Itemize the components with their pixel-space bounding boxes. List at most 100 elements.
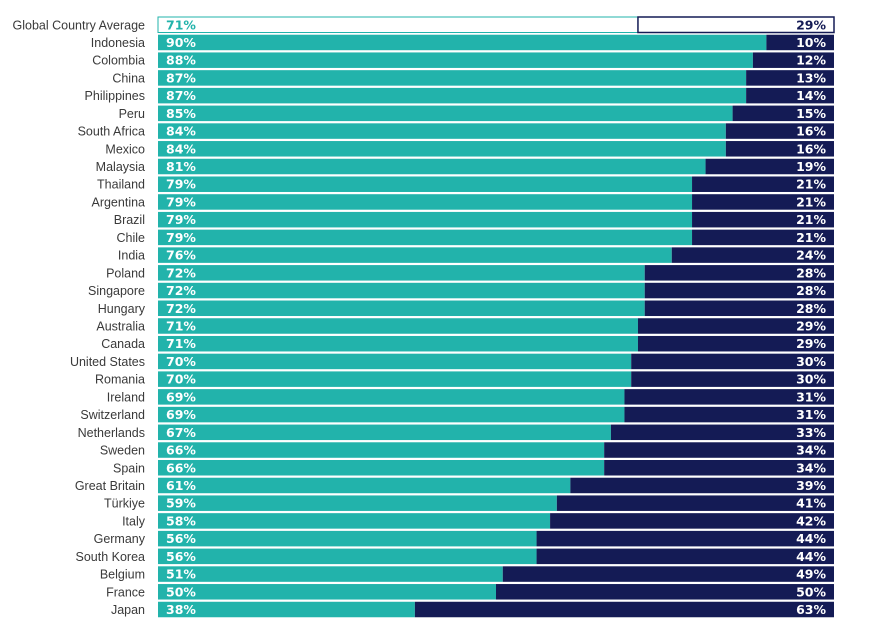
category-label: France [106, 585, 145, 599]
bar-segment-second [705, 158, 834, 175]
data-label-first: 90% [166, 35, 196, 50]
bar-segment-second [556, 495, 834, 511]
data-label-first: 69% [166, 407, 196, 422]
category-label: Argentina [91, 195, 145, 209]
data-label-second: 41% [796, 496, 826, 511]
data-label-first: 59% [166, 496, 196, 511]
category-label: Mexico [105, 142, 145, 156]
bar-segment-first [158, 353, 632, 370]
data-label-first: 61% [166, 478, 196, 493]
bar-segment-first [158, 34, 767, 51]
bar-segment-second [414, 601, 834, 618]
data-label-second: 14% [796, 88, 826, 103]
data-label-second: 49% [796, 567, 826, 582]
data-label-second: 31% [796, 389, 826, 404]
data-label-first: 72% [166, 283, 196, 298]
bar-segment-second [725, 141, 834, 157]
data-label-second: 29% [796, 318, 826, 333]
bar-segment-first [158, 141, 726, 157]
category-label: Sweden [100, 444, 145, 458]
data-label-second: 29% [796, 336, 826, 351]
bar-segment-second [644, 282, 834, 299]
data-label-second: 28% [796, 283, 826, 298]
data-label-second: 21% [796, 230, 826, 245]
data-label-second: 39% [796, 478, 826, 493]
data-label-first: 56% [166, 549, 196, 564]
data-label-first: 87% [166, 88, 196, 103]
bar-segment-first [158, 247, 672, 263]
data-label-first: 85% [166, 106, 196, 121]
bar-segment-second [637, 16, 835, 34]
bar-segment-first [158, 158, 706, 175]
data-label-first: 88% [166, 53, 196, 68]
category-label: Spain [113, 461, 145, 475]
data-label-first: 69% [166, 389, 196, 404]
bar-segment-first [158, 530, 537, 547]
category-label: India [118, 249, 145, 263]
data-label-first: 71% [166, 336, 196, 351]
bar-segment-first [158, 442, 605, 458]
data-label-first: 81% [166, 159, 196, 174]
bar-segment-second [610, 424, 834, 441]
bar-segment-first [158, 194, 693, 210]
data-label-first: 87% [166, 70, 196, 85]
category-label: Netherlands [78, 426, 145, 440]
category-label: Philippines [85, 89, 145, 103]
data-label-second: 29% [796, 17, 826, 32]
data-label-first: 58% [166, 513, 196, 528]
data-label-second: 30% [796, 372, 826, 387]
bar-segment-first [158, 318, 638, 334]
bar-segment-first [158, 601, 415, 618]
bar-segment-first [157, 16, 639, 33]
category-label: Belgium [100, 568, 145, 582]
data-label-first: 79% [166, 194, 196, 209]
bar-segment-first [158, 371, 632, 387]
data-label-first: 71% [166, 17, 196, 32]
bar-segment-second [496, 584, 834, 600]
bar-segment-second [570, 477, 834, 494]
data-label-second: 21% [796, 194, 826, 209]
category-label: Singapore [88, 284, 145, 298]
category-label: Poland [106, 266, 145, 280]
bar-segment-first [158, 460, 605, 476]
category-label: Australia [96, 319, 145, 333]
category-label: Colombia [92, 54, 145, 68]
category-label: Japan [111, 603, 145, 617]
data-label-second: 21% [796, 212, 826, 227]
data-label-first: 70% [166, 372, 196, 387]
category-label: Global Country Average [13, 18, 146, 32]
data-label-first: 66% [166, 443, 196, 458]
category-label: Germany [94, 532, 146, 546]
category-label: Indonesia [91, 36, 145, 50]
bar-segment-first [158, 105, 733, 122]
bar-segment-first [158, 335, 638, 352]
bar-segment-second [604, 442, 834, 458]
data-label-second: 44% [796, 531, 826, 546]
bar-segment-second [550, 513, 834, 529]
bar-segment-second [732, 105, 834, 122]
category-label: Canada [101, 337, 145, 351]
data-label-second: 19% [796, 159, 826, 174]
bar-segment-second [644, 265, 834, 281]
data-label-first: 67% [166, 425, 196, 440]
data-label-first: 38% [166, 602, 196, 617]
data-label-first: 71% [166, 318, 196, 333]
bars-layer [157, 16, 835, 618]
bar-segment-second [692, 211, 834, 228]
data-label-first: 56% [166, 531, 196, 546]
bar-segment-second [631, 371, 834, 387]
category-label: Peru [119, 107, 145, 121]
bar-segment-first [158, 406, 625, 423]
bar-segment-first [158, 265, 645, 281]
category-label: Ireland [107, 390, 145, 404]
bar-segment-second [746, 87, 834, 104]
category-label: Switzerland [80, 408, 145, 422]
data-label-second: 28% [796, 301, 826, 316]
bar-segment-second [692, 176, 834, 192]
bar-segment-second [604, 460, 834, 476]
category-label: Chile [117, 231, 146, 245]
data-label-second: 12% [796, 53, 826, 68]
bar-segment-first [158, 176, 693, 192]
bar-segment-second [502, 566, 834, 582]
bar-segment-second [631, 353, 834, 370]
